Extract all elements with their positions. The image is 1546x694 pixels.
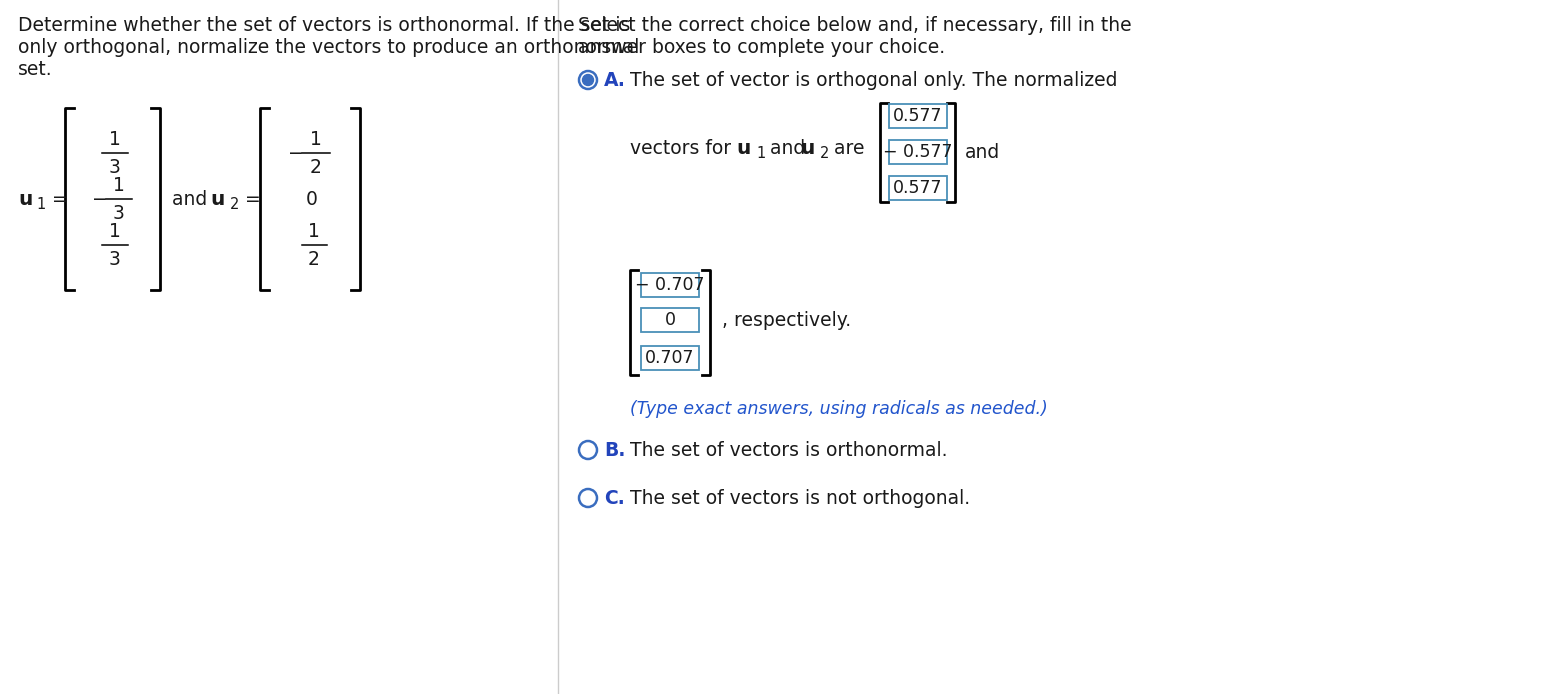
Text: 2: 2 (308, 250, 320, 269)
Text: 2: 2 (230, 196, 240, 212)
Text: − 0.707: − 0.707 (635, 276, 705, 294)
Text: 3: 3 (108, 158, 121, 176)
Text: 1: 1 (108, 130, 121, 149)
Text: 1: 1 (756, 146, 765, 160)
Text: set.: set. (19, 60, 53, 79)
FancyBboxPatch shape (642, 346, 699, 370)
Text: and: and (172, 189, 213, 208)
Text: vectors for: vectors for (631, 139, 737, 158)
Text: − 0.577: − 0.577 (883, 143, 952, 161)
Text: Select the correct choice below and, if necessary, fill in the: Select the correct choice below and, if … (578, 16, 1132, 35)
Text: =: = (240, 189, 261, 208)
Text: and: and (764, 139, 812, 158)
Text: 2: 2 (311, 158, 322, 176)
FancyBboxPatch shape (889, 140, 946, 164)
Text: −: − (91, 189, 107, 208)
Text: $\mathbf{u}$: $\mathbf{u}$ (736, 139, 751, 158)
Text: 1: 1 (113, 176, 124, 194)
Text: , respectively.: , respectively. (722, 310, 852, 330)
Text: $\mathbf{u}$: $\mathbf{u}$ (210, 189, 224, 208)
Circle shape (583, 74, 594, 85)
Text: 3: 3 (113, 203, 124, 223)
Text: The set of vectors is not orthogonal.: The set of vectors is not orthogonal. (631, 489, 971, 507)
FancyBboxPatch shape (642, 308, 699, 332)
Text: 1: 1 (308, 221, 320, 241)
Text: 0.577: 0.577 (892, 179, 942, 197)
Text: 1: 1 (311, 130, 322, 149)
FancyBboxPatch shape (889, 104, 946, 128)
Text: 0: 0 (665, 311, 676, 329)
Text: The set of vector is orthogonal only. The normalized: The set of vector is orthogonal only. Th… (631, 71, 1118, 90)
Text: −: − (288, 144, 305, 162)
Text: $\mathbf{u}$: $\mathbf{u}$ (799, 139, 815, 158)
FancyBboxPatch shape (889, 176, 946, 200)
Text: 3: 3 (108, 250, 121, 269)
Text: The set of vectors is orthonormal.: The set of vectors is orthonormal. (631, 441, 948, 459)
Text: $\mathbf{u}$: $\mathbf{u}$ (19, 189, 32, 208)
Text: 0.707: 0.707 (645, 349, 694, 367)
Text: 0.577: 0.577 (892, 107, 942, 125)
Text: C.: C. (604, 489, 625, 507)
Text: 2: 2 (819, 146, 829, 160)
Text: and: and (965, 142, 1000, 162)
Text: are: are (829, 139, 864, 158)
Text: (Type exact answers, using radicals as needed.): (Type exact answers, using radicals as n… (631, 400, 1048, 418)
Text: answer boxes to complete your choice.: answer boxes to complete your choice. (578, 38, 945, 57)
Text: =: = (46, 189, 68, 208)
FancyBboxPatch shape (642, 273, 699, 297)
Text: 1: 1 (36, 196, 45, 212)
Text: Determine whether the set of vectors is orthonormal. If the set is: Determine whether the set of vectors is … (19, 16, 631, 35)
Text: 1: 1 (108, 221, 121, 241)
Text: B.: B. (604, 441, 626, 459)
Text: 0: 0 (306, 189, 318, 208)
Text: A.: A. (604, 71, 626, 90)
Text: only orthogonal, normalize the vectors to produce an orthonormal: only orthogonal, normalize the vectors t… (19, 38, 640, 57)
